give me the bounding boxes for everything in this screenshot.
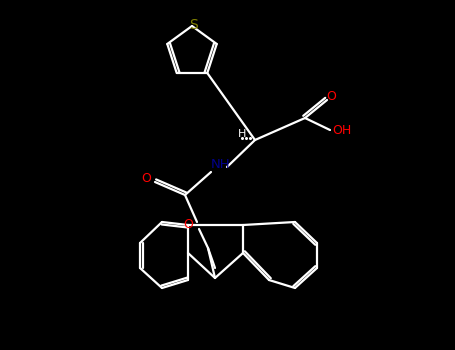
Text: O: O <box>183 217 193 231</box>
Text: S: S <box>189 18 197 32</box>
Text: O: O <box>326 91 336 104</box>
Text: O: O <box>141 172 151 184</box>
Text: NH: NH <box>211 159 231 172</box>
Text: OH: OH <box>332 125 352 138</box>
Text: H: H <box>238 129 246 139</box>
